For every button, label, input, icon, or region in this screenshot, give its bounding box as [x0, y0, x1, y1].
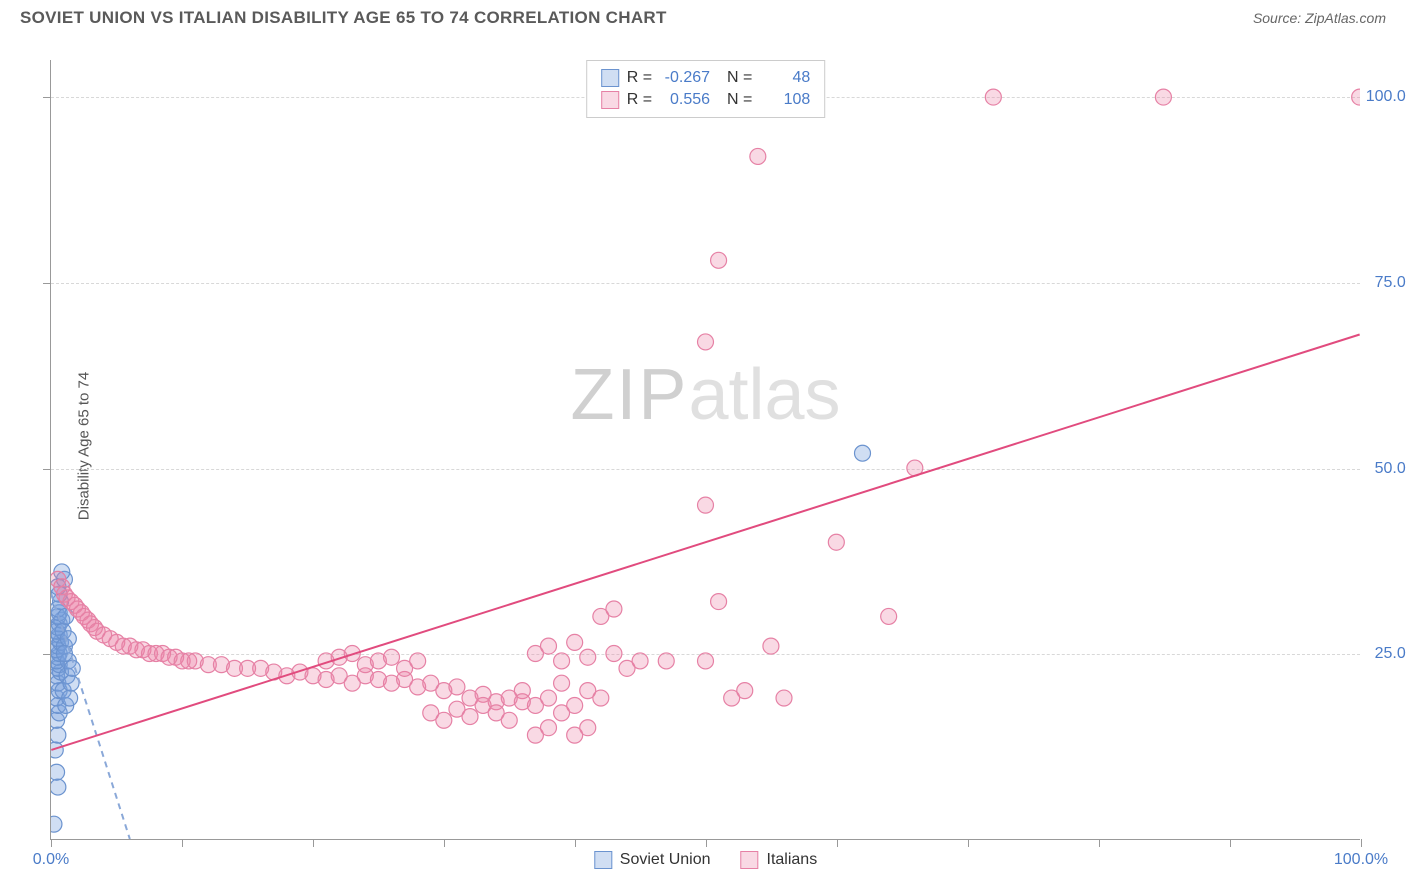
data-point: [541, 720, 557, 736]
data-point: [1155, 89, 1171, 105]
data-point: [51, 779, 66, 795]
x-tick: [182, 839, 183, 847]
legend-row-italian: R = 0.556 N = 108: [601, 89, 811, 111]
data-point: [593, 690, 609, 706]
data-point: [711, 252, 727, 268]
data-point: [1352, 89, 1360, 105]
data-point: [658, 653, 674, 669]
x-axis-label: 0.0%: [33, 851, 69, 869]
y-axis-label: 50.0%: [1375, 460, 1406, 478]
y-axis-label: 100.0%: [1366, 88, 1406, 106]
r-value-italian: 0.556: [660, 91, 710, 109]
trend-line: [51, 335, 1359, 750]
chart-area: ZIPatlas R = -0.267 N = 48 R = 0.556 N =…: [50, 60, 1360, 840]
data-point: [56, 646, 72, 662]
data-point: [541, 690, 557, 706]
n-value-soviet: 48: [760, 69, 810, 87]
r-label: R =: [627, 91, 652, 109]
source-label: Source: ZipAtlas.com: [1253, 10, 1386, 26]
data-point: [855, 445, 871, 461]
legend-bottom: Soviet Union Italians: [594, 851, 817, 869]
data-point: [64, 660, 80, 676]
x-tick: [1361, 839, 1362, 847]
y-axis-label: 75.0%: [1375, 274, 1406, 292]
legend-label-italian: Italians: [767, 851, 818, 869]
data-point: [436, 712, 452, 728]
swatch-soviet: [601, 69, 619, 87]
swatch-soviet-bottom: [594, 851, 612, 869]
data-point: [51, 764, 65, 780]
y-axis-label: 25.0%: [1375, 645, 1406, 663]
data-point: [63, 675, 79, 691]
y-tick: [43, 97, 51, 98]
swatch-italian: [601, 91, 619, 109]
data-point: [554, 675, 570, 691]
data-point: [449, 679, 465, 695]
n-label: N =: [718, 69, 752, 87]
x-tick: [1230, 839, 1231, 847]
legend-correlation: R = -0.267 N = 48 R = 0.556 N = 108: [586, 60, 826, 118]
data-point: [62, 690, 78, 706]
data-point: [554, 653, 570, 669]
x-axis-label: 100.0%: [1334, 851, 1388, 869]
y-tick: [43, 469, 51, 470]
data-point: [580, 649, 596, 665]
legend-label-soviet: Soviet Union: [620, 851, 711, 869]
data-point: [776, 690, 792, 706]
data-point: [567, 697, 583, 713]
data-point: [51, 727, 66, 743]
data-point: [711, 594, 727, 610]
data-point: [606, 646, 622, 662]
data-point: [985, 89, 1001, 105]
data-point: [384, 649, 400, 665]
data-point: [541, 638, 557, 654]
data-point: [51, 816, 62, 832]
data-point: [60, 631, 76, 647]
legend-row-soviet: R = -0.267 N = 48: [601, 67, 811, 89]
data-point: [567, 634, 583, 650]
x-tick: [444, 839, 445, 847]
data-point: [828, 534, 844, 550]
data-point: [462, 709, 478, 725]
x-tick: [575, 839, 576, 847]
data-point: [698, 497, 714, 513]
chart-title: SOVIET UNION VS ITALIAN DISABILITY AGE 6…: [20, 8, 667, 28]
swatch-italian-bottom: [741, 851, 759, 869]
x-tick: [51, 839, 52, 847]
data-point: [580, 720, 596, 736]
data-point: [881, 608, 897, 624]
x-tick: [968, 839, 969, 847]
n-value-italian: 108: [760, 91, 810, 109]
data-point: [763, 638, 779, 654]
x-tick: [706, 839, 707, 847]
data-point: [410, 653, 426, 669]
legend-item-italian: Italians: [741, 851, 818, 869]
x-tick: [837, 839, 838, 847]
data-point: [698, 653, 714, 669]
r-label: R =: [627, 69, 652, 87]
legend-item-soviet: Soviet Union: [594, 851, 711, 869]
y-tick: [43, 283, 51, 284]
data-point: [606, 601, 622, 617]
r-value-soviet: -0.267: [660, 69, 710, 87]
data-point: [501, 712, 517, 728]
x-tick: [1099, 839, 1100, 847]
y-tick: [43, 654, 51, 655]
scatter-plot: [51, 60, 1360, 839]
x-tick: [313, 839, 314, 847]
data-point: [737, 683, 753, 699]
data-point: [632, 653, 648, 669]
data-point: [698, 334, 714, 350]
data-point: [514, 694, 530, 710]
n-label: N =: [718, 91, 752, 109]
data-point: [750, 148, 766, 164]
